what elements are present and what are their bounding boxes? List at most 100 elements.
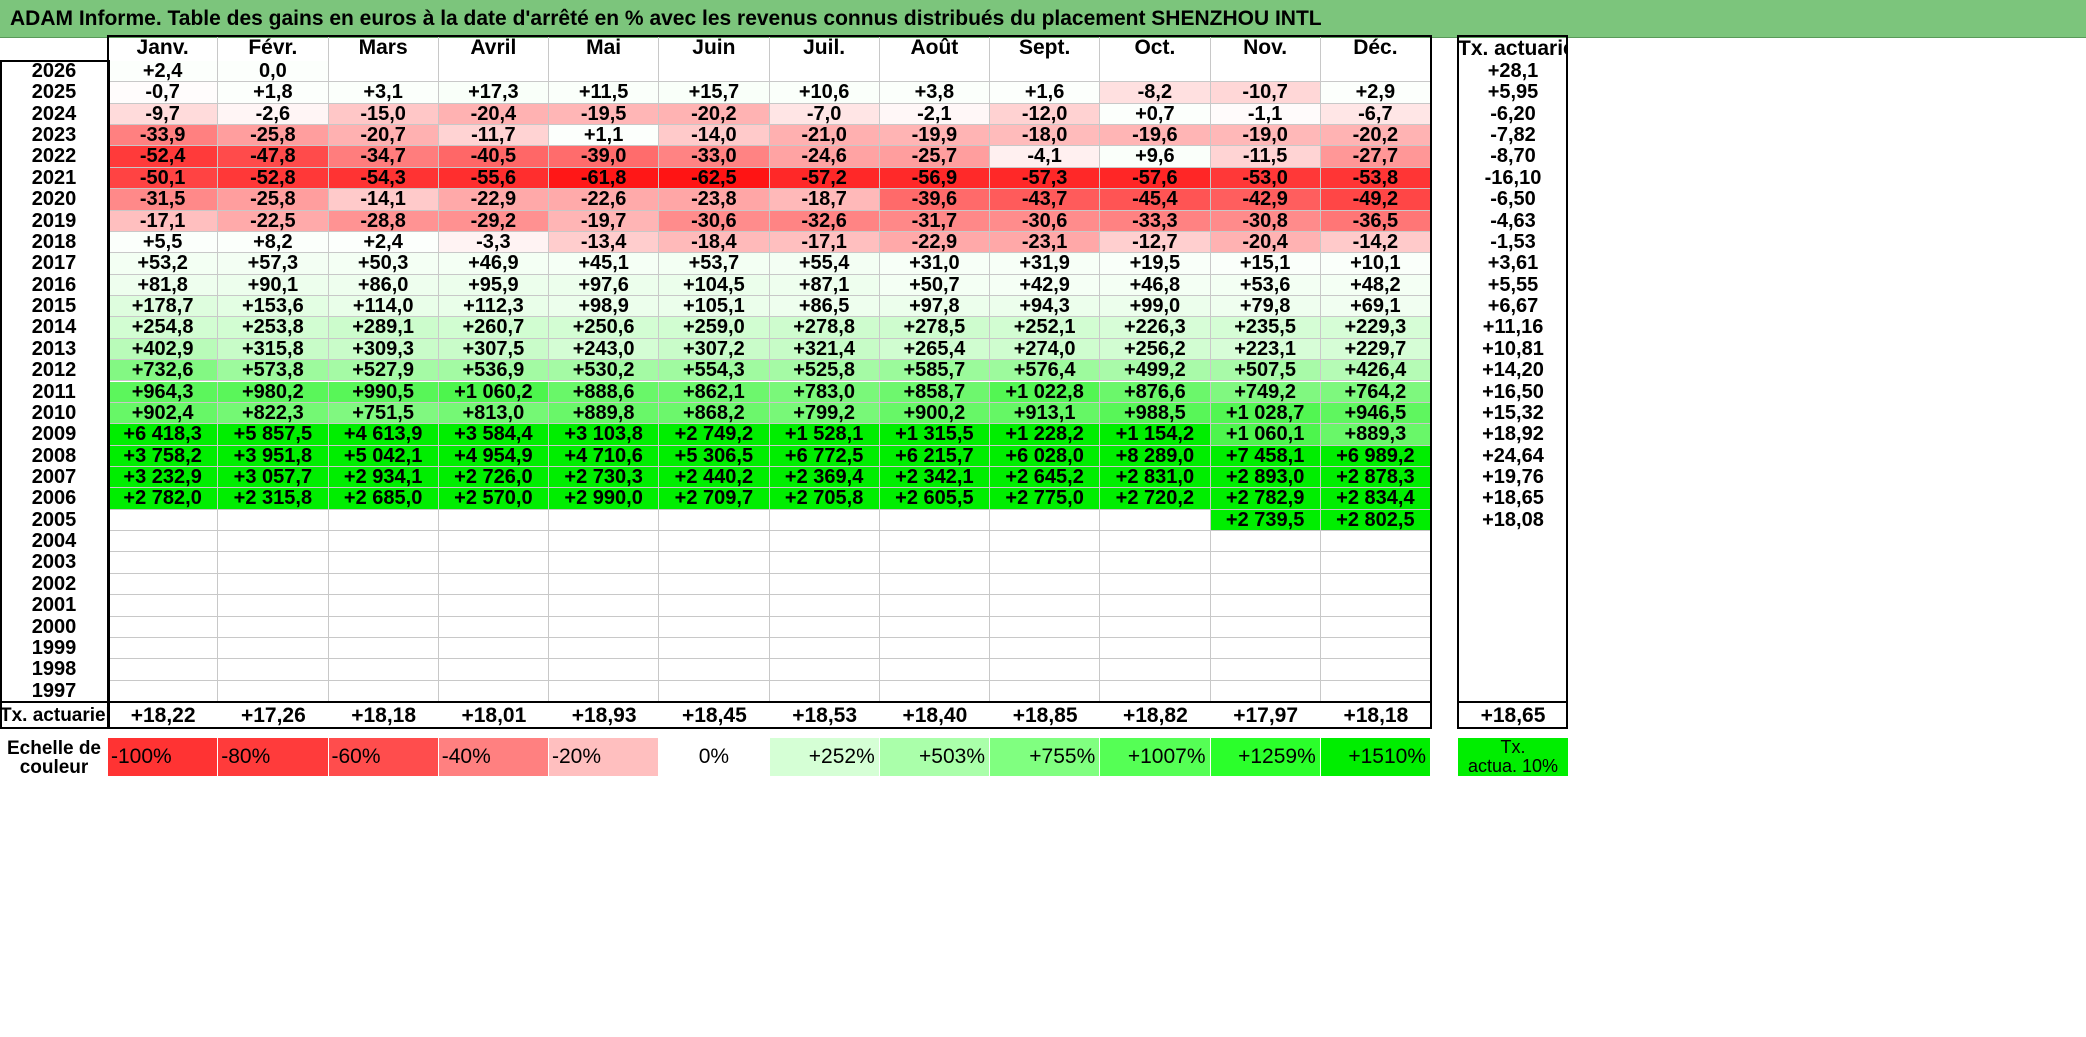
heatmap-cell: [659, 637, 770, 660]
heatmap-cell: [218, 595, 329, 617]
heatmap-cell: +99,0: [1100, 296, 1211, 318]
heatmap-cell: [549, 573, 660, 596]
heatmap-cell: [1320, 595, 1431, 617]
month-header: Déc.: [1321, 36, 1431, 61]
scale-tx-line2: actua. 10%: [1467, 756, 1559, 776]
heatmap-cell: +97,8: [879, 296, 990, 318]
heatmap-cell: +31,9: [990, 253, 1101, 275]
row-tx-actuariel: +14,20: [1482, 360, 1544, 382]
heatmap-cell: +289,1: [328, 317, 439, 339]
heatmap-cell: -55,6: [438, 167, 549, 190]
heatmap-cell: [1100, 680, 1211, 702]
year-label: 2022: [31, 146, 77, 168]
heatmap-cell: -20,4: [1210, 231, 1321, 254]
scale-step: -20%: [549, 738, 660, 776]
year-label: 2015: [31, 296, 77, 318]
heatmap-cell: -19,7: [549, 210, 660, 232]
month-header: Juil.: [770, 36, 880, 61]
row-tx-actuariel: +11,16: [1482, 317, 1544, 339]
year-label: 2007: [31, 466, 77, 488]
heatmap-cell: +307,5: [438, 338, 549, 361]
heatmap-cell: -52,8: [218, 167, 329, 190]
heatmap-cell: [769, 531, 880, 553]
heatmap-cell: +536,9: [438, 360, 549, 382]
row-tx-actuariel: -8,70: [1490, 146, 1536, 168]
heatmap-cell: -47,8: [218, 146, 329, 168]
heatmap-cell: [549, 61, 660, 83]
heatmap-cell: -24,6: [769, 146, 880, 168]
heatmap-cell: [1320, 552, 1431, 574]
year-label: 2014: [31, 317, 77, 339]
footer-value: +18,18: [1343, 704, 1409, 727]
heatmap-cell: [108, 573, 219, 596]
heatmap-cell: +105,1: [659, 296, 770, 318]
heatmap-cell: +751,5: [328, 402, 439, 425]
heatmap-cell: +256,2: [1100, 338, 1211, 361]
heatmap-cell: [218, 616, 329, 638]
heatmap-cell: +2 831,0: [1100, 466, 1211, 489]
heatmap-cell: [218, 509, 329, 532]
heatmap-cell: +94,3: [990, 296, 1101, 318]
heatmap-cell: +2 315,8: [218, 488, 329, 510]
heatmap-cell: +9,6: [1100, 146, 1211, 168]
heatmap-cell: +6 772,5: [769, 445, 880, 467]
heatmap-cell: -34,7: [328, 146, 439, 168]
year-label: 2002: [31, 573, 77, 595]
heatmap-cell: -42,9: [1210, 189, 1321, 211]
heatmap-cell: +19,5: [1100, 253, 1211, 275]
heatmap-cell: +10,6: [769, 82, 880, 104]
heatmap-cell: +53,6: [1210, 274, 1321, 297]
year-label: 2023: [31, 125, 77, 147]
heatmap-cell: +3 951,8: [218, 445, 329, 467]
heatmap-cell: +902,4: [108, 402, 219, 425]
heatmap-cell: [769, 680, 880, 702]
heatmap-cell: +260,7: [438, 317, 549, 339]
heatmap-cell: [769, 595, 880, 617]
heatmap-cell: [1100, 595, 1211, 617]
heatmap-cell: -54,3: [328, 167, 439, 190]
scale-label: Echelle de couleur: [0, 738, 108, 776]
heatmap-cell: [218, 531, 329, 553]
heatmap-cell: +2 802,5: [1320, 509, 1431, 532]
heatmap-cell: [438, 61, 549, 83]
heatmap-cell: -19,9: [879, 125, 990, 147]
heatmap-cell: +2,4: [328, 231, 439, 254]
heatmap-cell: -30,8: [1210, 210, 1321, 232]
row-tx-actuariel: +5,95: [1487, 82, 1539, 104]
heatmap-cell: -39,6: [879, 189, 990, 211]
heatmap-cell: +525,8: [769, 360, 880, 382]
year-label: 1997: [31, 680, 77, 702]
heatmap-cell: -6,7: [1320, 103, 1431, 126]
heatmap-cell: +862,1: [659, 381, 770, 403]
heatmap-cell: [108, 616, 219, 638]
heatmap-cell: +243,0: [549, 338, 660, 361]
year-label: 2017: [31, 253, 77, 275]
scale-label-line1: Echelle de: [7, 738, 101, 759]
heatmap-cell: +749,2: [1210, 381, 1321, 403]
heatmap-cell: -22,6: [549, 189, 660, 211]
heatmap-cell: [549, 509, 660, 532]
heatmap-cell: +104,5: [659, 274, 770, 297]
footer-value: +17,26: [240, 704, 306, 727]
heatmap-cell: [879, 637, 990, 660]
year-label: 2025: [31, 82, 77, 104]
heatmap-cell: [879, 531, 990, 553]
heatmap-cell: +799,2: [769, 402, 880, 425]
heatmap-cell: +876,6: [1100, 381, 1211, 403]
heatmap-cell: [438, 637, 549, 660]
heatmap-cell: -33,9: [108, 125, 219, 147]
heatmap-cell: [328, 531, 439, 553]
heatmap-cell: +250,6: [549, 317, 660, 339]
footer-value: +18,85: [1012, 704, 1078, 727]
heatmap-cell: [990, 637, 1101, 660]
heatmap-cell: +889,8: [549, 402, 660, 425]
heatmap-cell: +868,2: [659, 402, 770, 425]
heatmap-cell: -19,5: [549, 103, 660, 126]
heatmap-cell: +783,0: [769, 381, 880, 403]
heatmap-cell: +980,2: [218, 381, 329, 403]
heatmap-cell: +86,0: [328, 274, 439, 297]
heatmap-cell: -9,7: [108, 103, 219, 126]
heatmap-cell: +1 228,2: [990, 424, 1101, 446]
row-tx-actuariel: +6,67: [1487, 296, 1539, 318]
year-label: 2018: [31, 231, 77, 253]
